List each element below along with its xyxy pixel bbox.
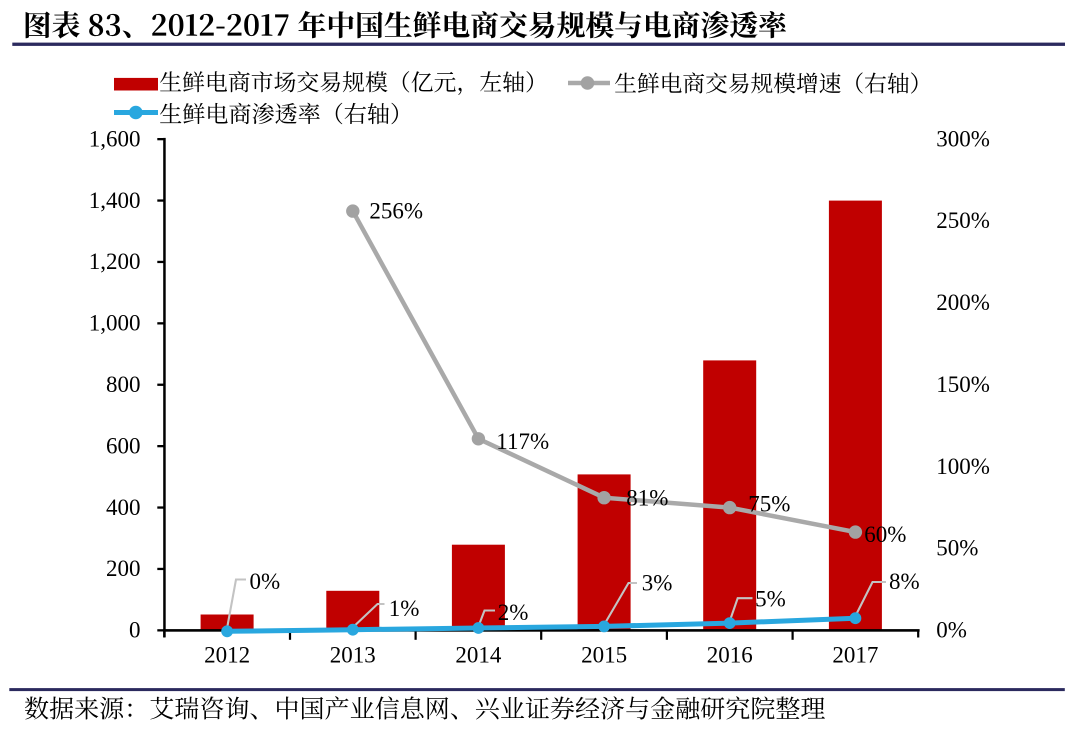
svg-text:1%: 1%: [389, 596, 420, 621]
svg-text:2%: 2%: [498, 600, 529, 625]
svg-text:0%: 0%: [936, 618, 967, 643]
svg-text:3%: 3%: [642, 570, 673, 595]
svg-text:75%: 75%: [748, 492, 790, 517]
svg-text:2017: 2017: [832, 643, 878, 668]
svg-text:1,000: 1,000: [89, 311, 141, 336]
svg-text:2013: 2013: [330, 643, 376, 668]
svg-text:2014: 2014: [455, 643, 502, 668]
svg-text:117%: 117%: [496, 429, 549, 454]
svg-text:100%: 100%: [936, 454, 990, 479]
svg-text:250%: 250%: [936, 208, 990, 233]
svg-text:50%: 50%: [936, 536, 978, 561]
svg-text:200%: 200%: [936, 290, 990, 315]
svg-text:2015: 2015: [581, 643, 627, 668]
svg-text:300%: 300%: [936, 126, 990, 151]
svg-text:256%: 256%: [369, 198, 423, 223]
svg-text:81%: 81%: [626, 486, 668, 511]
svg-text:600: 600: [106, 433, 141, 458]
svg-text:2012: 2012: [204, 643, 250, 668]
svg-text:1,600: 1,600: [89, 126, 141, 151]
svg-text:5%: 5%: [755, 587, 786, 612]
svg-text:0: 0: [129, 618, 141, 643]
svg-text:400: 400: [106, 495, 141, 520]
svg-text:2016: 2016: [707, 643, 753, 668]
svg-text:800: 800: [106, 372, 141, 397]
svg-text:200: 200: [106, 556, 141, 581]
svg-text:60%: 60%: [864, 522, 906, 547]
svg-text:8%: 8%: [889, 569, 920, 594]
svg-text:150%: 150%: [936, 372, 990, 397]
svg-text:1,400: 1,400: [89, 188, 141, 213]
svg-text:1,200: 1,200: [89, 249, 141, 274]
svg-text:0%: 0%: [250, 569, 281, 594]
